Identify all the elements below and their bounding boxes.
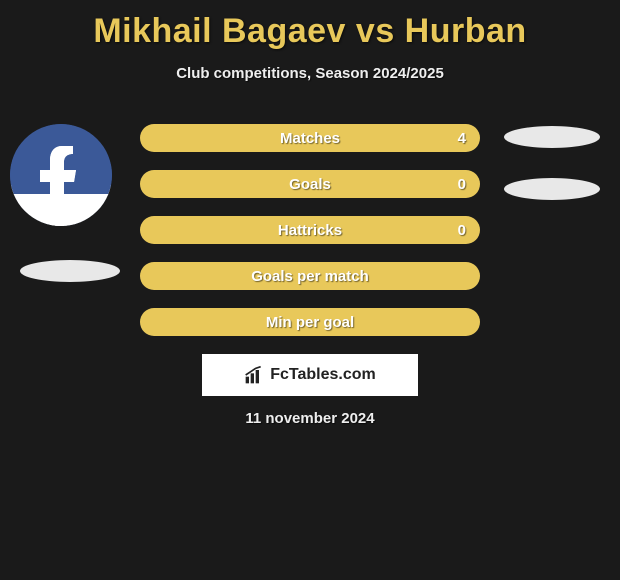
player-right-placeholder-2 xyxy=(504,178,600,200)
page-subtitle: Club competitions, Season 2024/2025 xyxy=(0,65,620,82)
player-left-placeholder xyxy=(20,260,120,282)
stat-value: 0 xyxy=(458,176,466,193)
brand-badge: FcTables.com xyxy=(202,354,418,396)
brand-text: FcTables.com xyxy=(270,366,376,384)
stat-row-matches: Matches 4 xyxy=(140,124,480,152)
stats-table: Matches 4 Goals 0 Hattricks 0 Goals per … xyxy=(140,124,480,354)
stat-value: 4 xyxy=(458,130,466,147)
player-avatar xyxy=(10,124,112,226)
facebook-icon xyxy=(10,124,112,226)
stat-label: Goals per match xyxy=(251,268,369,285)
stat-row-goals-per-match: Goals per match xyxy=(140,262,480,290)
stat-row-goals: Goals 0 xyxy=(140,170,480,198)
stat-label: Matches xyxy=(280,130,340,147)
stat-label: Min per goal xyxy=(266,314,354,331)
stat-value: 0 xyxy=(458,222,466,239)
stat-row-hattricks: Hattricks 0 xyxy=(140,216,480,244)
player-right-placeholder-1 xyxy=(504,126,600,148)
date-label: 11 november 2024 xyxy=(0,410,620,427)
stat-label: Hattricks xyxy=(278,222,342,239)
stat-label: Goals xyxy=(289,176,331,193)
chart-icon xyxy=(244,365,264,385)
page-title: Mikhail Bagaev vs Hurban xyxy=(0,0,620,51)
stat-row-min-per-goal: Min per goal xyxy=(140,308,480,336)
